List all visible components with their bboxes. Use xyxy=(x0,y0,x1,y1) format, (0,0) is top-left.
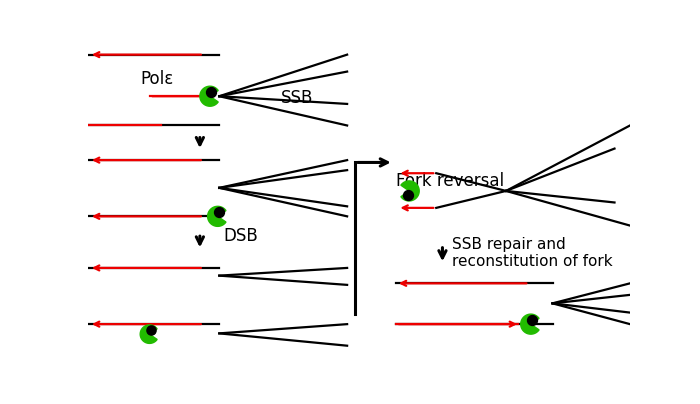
Polygon shape xyxy=(401,181,419,201)
Polygon shape xyxy=(521,314,539,334)
Text: DSB: DSB xyxy=(223,227,258,245)
Text: SSB repair and
reconstitution of fork: SSB repair and reconstitution of fork xyxy=(452,237,612,269)
Polygon shape xyxy=(200,86,218,106)
Polygon shape xyxy=(208,206,226,226)
Polygon shape xyxy=(140,325,157,343)
Text: Polε: Polε xyxy=(140,70,174,88)
Text: Fork reversal: Fork reversal xyxy=(396,172,504,190)
Text: SSB: SSB xyxy=(281,89,314,107)
